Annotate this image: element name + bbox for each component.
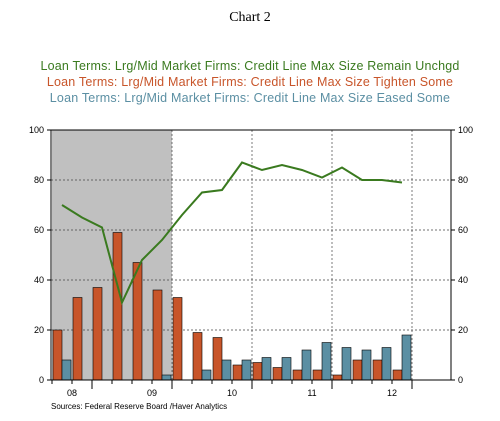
bar-tighten-some xyxy=(172,297,183,381)
shaded-period xyxy=(52,130,172,380)
y-tick-label-right: 40 xyxy=(458,275,468,285)
bar-tighten-some xyxy=(252,362,263,381)
bar-tighten-some xyxy=(152,289,163,381)
bar-eased-some xyxy=(321,342,332,381)
bar-tighten-some xyxy=(212,337,223,381)
bar-tighten-some xyxy=(372,359,383,381)
bar-tighten-some xyxy=(92,287,103,381)
bar-tighten-some xyxy=(292,369,303,381)
y-tick-label-left: 100 xyxy=(29,125,44,135)
legend-entry-eased-some: Loan Terms: Lrg/Mid Market Firms: Credit… xyxy=(49,91,451,105)
bar-tighten-some xyxy=(332,374,343,381)
bar-tighten-some xyxy=(132,262,143,381)
line-remain-unchanged xyxy=(61,161,403,306)
bar-eased-some xyxy=(61,359,72,381)
y-tick-label-left: 40 xyxy=(34,275,44,285)
plot-frame xyxy=(50,129,452,381)
bar-eased-some xyxy=(401,334,412,381)
y-tick-label-right: 100 xyxy=(458,125,473,135)
bar-eased-some xyxy=(361,349,372,381)
bar-tighten-some xyxy=(392,369,403,381)
y-tick-label-left: 60 xyxy=(34,225,44,235)
bar-tighten-some xyxy=(312,369,323,381)
legend-entry-tighten-some: Loan Terms: Lrg/Mid Market Firms: Credit… xyxy=(46,75,454,89)
bar-eased-some xyxy=(381,347,392,381)
bar-eased-some xyxy=(341,347,352,381)
bar-eased-some xyxy=(201,369,212,381)
y-tick-label-right: 0 xyxy=(458,375,463,385)
bar-tighten-some xyxy=(232,364,243,381)
bar-eased-some xyxy=(281,357,292,381)
y-tick-label-right: 20 xyxy=(458,325,468,335)
x-tick-label: 11 xyxy=(307,388,316,398)
y-tick-label-right: 60 xyxy=(458,225,468,235)
bar-tighten-some xyxy=(192,332,203,381)
y-tick-label-left: 80 xyxy=(34,175,44,185)
bar-eased-some xyxy=(261,357,272,381)
bar-tighten-some xyxy=(112,232,123,381)
legend-entry-remain-unchanged: Loan Terms: Lrg/Mid Market Firms: Credit… xyxy=(40,59,460,73)
bar-eased-some xyxy=(241,359,252,381)
bar-tighten-some xyxy=(272,367,283,381)
x-tick-label: 10 xyxy=(227,388,237,398)
source-note: Sources: Federal Reserve Board /Haver An… xyxy=(51,402,228,411)
bar-tighten-some xyxy=(72,297,83,381)
x-tick-label: 09 xyxy=(147,388,157,398)
bar-tighten-some xyxy=(52,329,63,381)
bar-tighten-some xyxy=(352,359,363,381)
bar-eased-some xyxy=(161,374,172,381)
y-tick-label-left: 20 xyxy=(34,325,44,335)
bar-eased-some xyxy=(301,349,312,381)
bar-eased-some xyxy=(221,359,232,381)
x-tick-label: 12 xyxy=(387,388,397,398)
x-tick-label: 08 xyxy=(67,388,77,398)
y-tick-label-left: 0 xyxy=(39,375,44,385)
chart-title: Chart 2 xyxy=(229,10,271,25)
y-tick-label-right: 80 xyxy=(458,175,468,185)
